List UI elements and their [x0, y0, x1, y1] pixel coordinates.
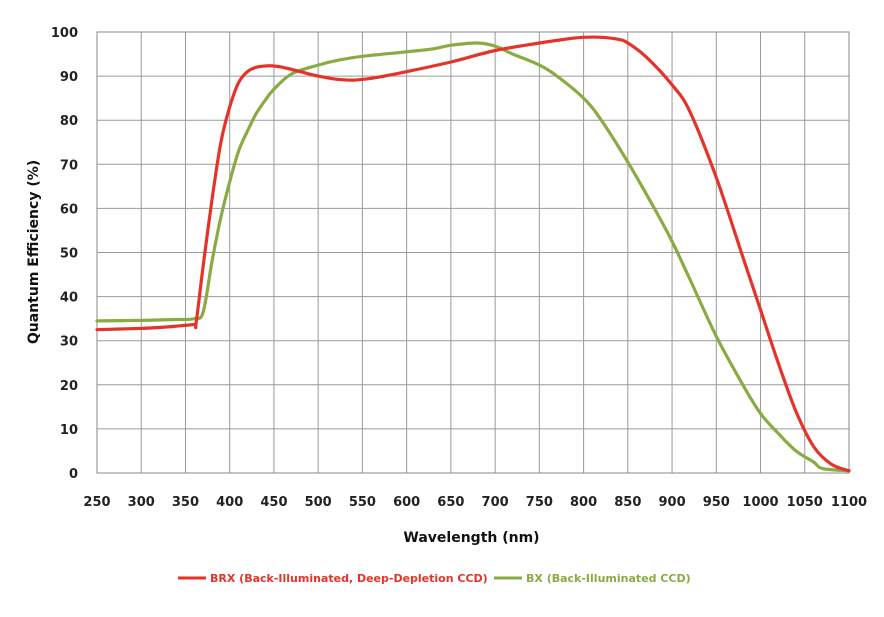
- x-tick-label: 1050: [787, 495, 823, 510]
- y-tick-label: 90: [60, 70, 78, 85]
- x-tick-label: 600: [393, 495, 420, 510]
- series-line-brx: [95, 35, 851, 473]
- legend-label-bx: BX (Back-Illuminated CCD): [526, 572, 691, 585]
- x-axis-title: Wavelength (nm): [403, 530, 539, 546]
- legend: BRX (Back-Illuminated, Deep-Depletion CC…: [178, 572, 691, 585]
- x-tick-label: 900: [658, 495, 685, 510]
- x-tick-label: 1100: [831, 495, 867, 510]
- y-tick-label: 0: [69, 467, 78, 482]
- y-tick-label: 10: [60, 423, 78, 438]
- x-tick-label: 850: [614, 495, 641, 510]
- x-tick-label: 650: [437, 495, 464, 510]
- x-tick-label: 250: [83, 495, 110, 510]
- x-tick-label: 700: [482, 495, 509, 510]
- x-tick-label: 800: [570, 495, 597, 510]
- x-tick-label: 500: [305, 495, 332, 510]
- grid-layer: [96, 31, 850, 474]
- legend-label-brx: BRX (Back-Illuminated, Deep-Depletion CC…: [210, 572, 488, 585]
- y-tick-label: 60: [60, 202, 78, 217]
- y-tick-label: 70: [60, 158, 78, 173]
- y-tick-label: 80: [60, 114, 78, 129]
- y-tick-label: 100: [51, 26, 78, 41]
- plot-area-frame: [96, 31, 850, 474]
- x-tick-label: 1000: [742, 495, 778, 510]
- y-tick-label: 30: [60, 335, 78, 350]
- x-tick-label: 950: [703, 495, 730, 510]
- y-tick-label: 20: [60, 379, 78, 394]
- y-axis-title: Quantum Efficiency (%): [26, 160, 42, 344]
- axes-layer: 250 300 350 400 450 500 550 600 650 700 750 800 850 9…: [51, 26, 867, 510]
- x-tick-label: 450: [260, 495, 287, 510]
- y-tick-label: 50: [60, 247, 78, 262]
- series-line-bx: [95, 41, 851, 473]
- x-tick-label: 400: [216, 495, 243, 510]
- x-tick-label: 550: [349, 495, 376, 510]
- x-tick-label: 300: [128, 495, 155, 510]
- x-tick-label: 750: [526, 495, 553, 510]
- y-tick-label: 40: [60, 291, 78, 306]
- x-tick-label: 350: [172, 495, 199, 510]
- series-layer: [95, 35, 851, 473]
